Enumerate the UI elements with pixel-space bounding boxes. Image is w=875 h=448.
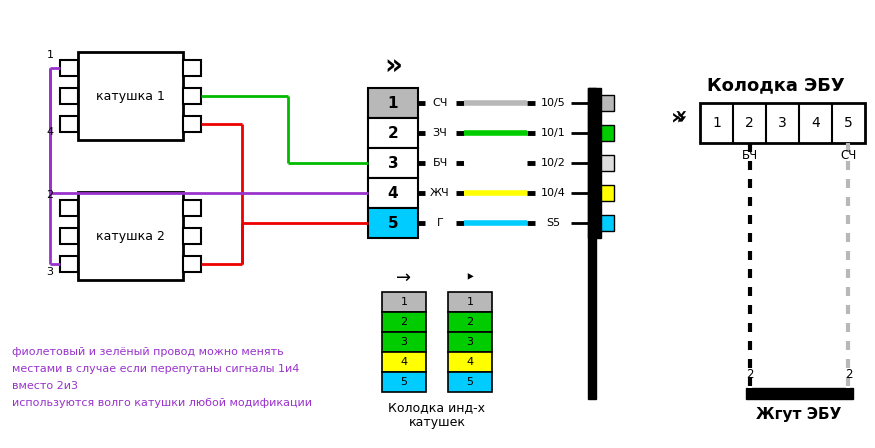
Text: »: » xyxy=(384,52,402,80)
Bar xyxy=(60,228,78,244)
Text: Жгут ЭБУ: Жгут ЭБУ xyxy=(756,406,842,422)
Text: »: » xyxy=(668,110,688,124)
Text: 5: 5 xyxy=(844,116,853,130)
Text: ЖЧ: ЖЧ xyxy=(430,188,450,198)
Bar xyxy=(368,118,418,148)
Bar xyxy=(183,88,201,104)
Text: катушка 1: катушка 1 xyxy=(96,90,165,103)
Text: фиолетовый и зелёный провод можно менять: фиолетовый и зелёный провод можно менять xyxy=(12,347,284,357)
Text: СЧ: СЧ xyxy=(840,148,857,161)
Bar xyxy=(448,372,492,392)
Text: 2: 2 xyxy=(746,116,754,130)
Bar xyxy=(700,103,865,143)
Text: 10/4: 10/4 xyxy=(541,188,565,198)
Text: 3: 3 xyxy=(778,116,787,130)
Bar xyxy=(382,372,426,392)
Text: 2: 2 xyxy=(46,190,53,200)
Text: 5: 5 xyxy=(401,377,408,387)
Text: 1: 1 xyxy=(466,297,473,307)
Text: БЧ: БЧ xyxy=(741,148,758,161)
Text: Колодка инд-х: Колодка инд-х xyxy=(388,401,486,414)
Text: БЧ: БЧ xyxy=(432,158,448,168)
Text: 4: 4 xyxy=(388,185,398,201)
Text: катушка 2: катушка 2 xyxy=(96,229,165,242)
Bar xyxy=(601,95,614,111)
Text: СЧ: СЧ xyxy=(432,98,448,108)
Text: Г: Г xyxy=(437,218,444,228)
Text: местами в случае если перепутаны сигналы 1и4: местами в случае если перепутаны сигналы… xyxy=(12,364,299,374)
Bar xyxy=(183,60,201,76)
Bar xyxy=(382,292,426,312)
Text: 3: 3 xyxy=(401,337,408,347)
Text: 2: 2 xyxy=(746,367,753,380)
Bar xyxy=(183,116,201,132)
Bar xyxy=(588,88,596,399)
Bar xyxy=(448,292,492,312)
Bar xyxy=(448,332,492,352)
Bar xyxy=(601,125,614,141)
Text: 4: 4 xyxy=(46,127,53,137)
Text: 1: 1 xyxy=(712,116,721,130)
Text: ‣: ‣ xyxy=(465,269,475,287)
Text: Колодка ЭБУ: Колодка ЭБУ xyxy=(707,76,845,94)
Text: 10/2: 10/2 xyxy=(541,158,565,168)
Bar xyxy=(601,155,614,171)
Text: 5: 5 xyxy=(388,215,398,231)
Text: 10/5: 10/5 xyxy=(541,98,565,108)
Bar xyxy=(78,52,183,140)
Text: 1: 1 xyxy=(388,95,398,111)
Bar xyxy=(183,256,201,272)
Bar xyxy=(60,200,78,216)
Text: 1: 1 xyxy=(401,297,408,307)
Text: ЗЧ: ЗЧ xyxy=(432,128,447,138)
Bar xyxy=(60,60,78,76)
Bar xyxy=(78,192,183,280)
Text: 2: 2 xyxy=(466,317,473,327)
Bar xyxy=(60,256,78,272)
Bar xyxy=(183,200,201,216)
Bar xyxy=(368,88,418,118)
Bar xyxy=(448,312,492,332)
Bar xyxy=(601,215,614,231)
Bar xyxy=(60,88,78,104)
Text: S5: S5 xyxy=(546,218,560,228)
Bar xyxy=(183,228,201,244)
Text: 2: 2 xyxy=(401,317,408,327)
Text: »: » xyxy=(671,107,685,127)
Text: 3: 3 xyxy=(466,337,473,347)
Bar xyxy=(382,312,426,332)
Text: 4: 4 xyxy=(401,357,408,367)
Text: 3: 3 xyxy=(46,267,53,277)
Bar xyxy=(368,208,418,238)
Bar xyxy=(382,332,426,352)
Bar xyxy=(368,148,418,178)
Text: 4: 4 xyxy=(466,357,473,367)
Text: 10/1: 10/1 xyxy=(541,128,565,138)
Bar xyxy=(60,116,78,132)
Text: используются волго катушки любой модификации: используются волго катушки любой модифик… xyxy=(12,398,312,408)
Text: катушек: катушек xyxy=(409,415,466,428)
Bar xyxy=(368,178,418,208)
Text: 5: 5 xyxy=(466,377,473,387)
Text: 2: 2 xyxy=(388,125,398,141)
Bar xyxy=(588,88,601,238)
Text: 4: 4 xyxy=(811,116,820,130)
Bar xyxy=(601,185,614,201)
Text: вместо 2и3: вместо 2и3 xyxy=(12,381,78,391)
Bar xyxy=(382,352,426,372)
Text: 3: 3 xyxy=(388,155,398,171)
Text: 2: 2 xyxy=(844,367,852,380)
Text: 1: 1 xyxy=(46,50,53,60)
Text: →: → xyxy=(396,269,411,287)
Bar xyxy=(448,352,492,372)
Bar xyxy=(746,388,852,399)
